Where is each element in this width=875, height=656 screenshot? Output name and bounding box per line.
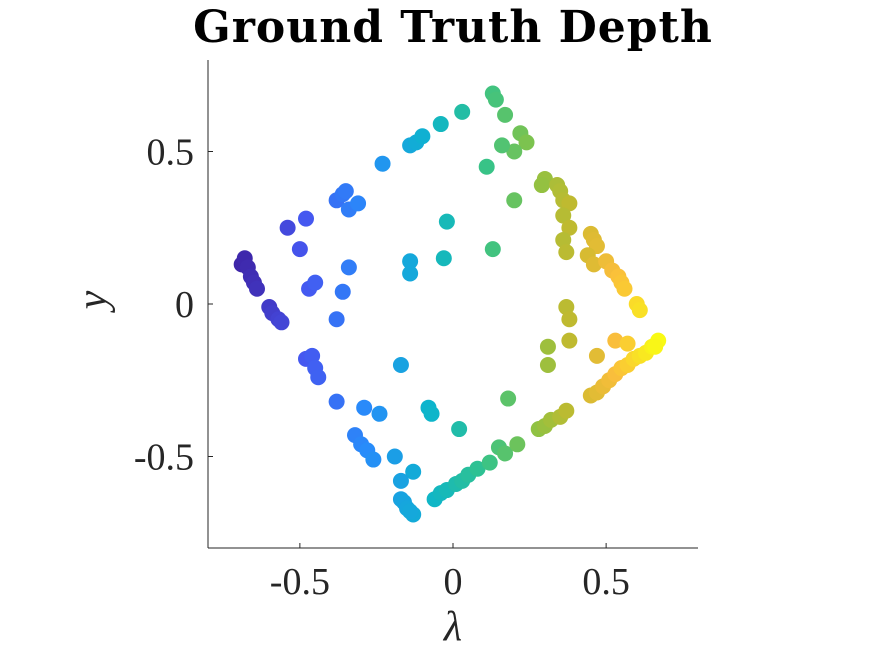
data-point bbox=[432, 116, 449, 133]
y-tick-label: -0.5 bbox=[134, 437, 194, 479]
data-point bbox=[561, 219, 578, 236]
data-point bbox=[356, 399, 373, 416]
data-point bbox=[307, 274, 324, 291]
data-point bbox=[561, 332, 578, 349]
data-point bbox=[340, 259, 357, 276]
y-tick-label: 0.5 bbox=[147, 132, 195, 174]
data-point bbox=[405, 463, 422, 480]
data-point bbox=[298, 210, 314, 227]
data-point bbox=[631, 302, 648, 319]
data-point bbox=[310, 369, 327, 386]
data-point bbox=[402, 265, 419, 282]
y-axis-ticks: -0.5 0 0.5 bbox=[134, 132, 213, 479]
data-point bbox=[365, 451, 382, 468]
data-point bbox=[539, 338, 556, 355]
data-point bbox=[539, 357, 556, 373]
data-point bbox=[279, 219, 296, 236]
x-axis-label: λ bbox=[442, 604, 462, 650]
data-point bbox=[481, 454, 498, 471]
data-point bbox=[438, 213, 455, 230]
data-point bbox=[386, 448, 403, 465]
data-point bbox=[337, 183, 354, 200]
data-point bbox=[506, 192, 523, 209]
data-point bbox=[469, 460, 486, 477]
data-point bbox=[249, 280, 265, 297]
x-tick-label: -0.5 bbox=[270, 561, 330, 603]
data-point bbox=[497, 445, 514, 462]
data-point bbox=[328, 393, 345, 410]
data-point bbox=[392, 472, 409, 489]
data-point bbox=[494, 137, 510, 154]
data-point bbox=[500, 390, 517, 407]
data-point bbox=[328, 311, 345, 328]
x-axis-ticks: -0.5 0 0.5 bbox=[270, 543, 630, 603]
data-point bbox=[423, 405, 440, 422]
data-point bbox=[374, 155, 391, 172]
data-point bbox=[478, 158, 495, 175]
data-point bbox=[392, 357, 409, 373]
data-point bbox=[291, 241, 308, 258]
data-point bbox=[558, 402, 575, 419]
data-point bbox=[585, 256, 602, 273]
data-point bbox=[558, 299, 575, 316]
data-point bbox=[558, 244, 575, 261]
data-point bbox=[561, 311, 578, 328]
y-axis-label: y bbox=[70, 290, 116, 313]
data-point bbox=[402, 503, 419, 520]
data-point bbox=[371, 405, 388, 422]
data-point bbox=[484, 241, 501, 258]
data-point bbox=[487, 91, 504, 108]
y-tick-label: 0 bbox=[175, 284, 194, 326]
data-point bbox=[334, 283, 351, 300]
data-point bbox=[304, 347, 321, 364]
data-point bbox=[402, 253, 419, 270]
data-point bbox=[497, 106, 514, 123]
data-point bbox=[555, 207, 572, 224]
data-point bbox=[414, 128, 431, 145]
data-point bbox=[619, 335, 636, 352]
data-point bbox=[607, 332, 624, 349]
data-point bbox=[647, 338, 664, 355]
x-tick-label: 0 bbox=[444, 561, 463, 603]
x-tick-label: 0.5 bbox=[582, 561, 630, 603]
data-point bbox=[533, 177, 550, 194]
data-points bbox=[233, 85, 667, 523]
data-point bbox=[350, 195, 367, 212]
data-point bbox=[509, 436, 526, 453]
data-point bbox=[588, 347, 605, 364]
data-point bbox=[555, 231, 572, 248]
data-point bbox=[273, 314, 290, 331]
data-point bbox=[454, 103, 471, 120]
chart-title: Ground Truth Depth bbox=[193, 2, 713, 53]
data-point bbox=[506, 143, 523, 160]
data-point bbox=[561, 195, 578, 212]
data-point bbox=[451, 421, 468, 438]
data-point bbox=[616, 280, 633, 297]
data-point bbox=[518, 134, 535, 151]
data-point bbox=[435, 250, 452, 267]
